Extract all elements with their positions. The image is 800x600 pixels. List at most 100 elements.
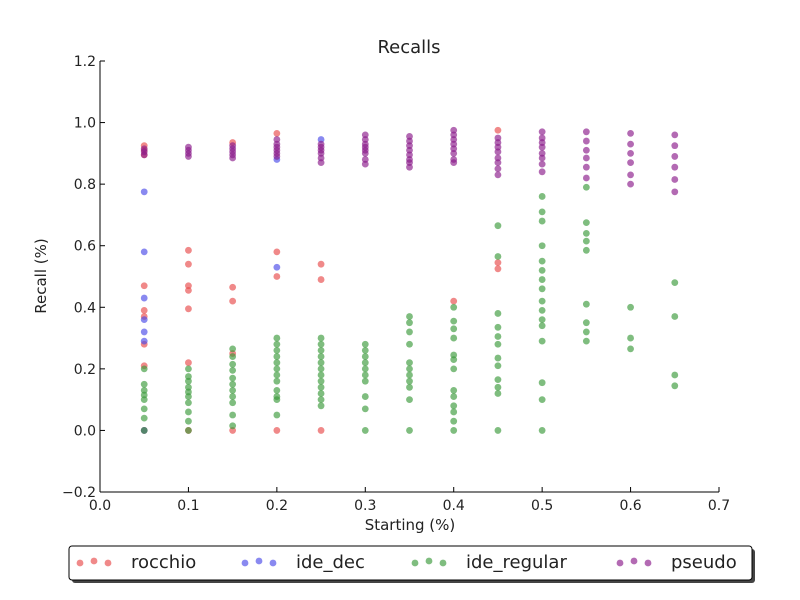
data-point (317, 377, 325, 385)
data-point (582, 163, 590, 171)
x-tick-label: 0.7 (708, 498, 730, 514)
legend-marker (616, 559, 624, 567)
data-point (317, 371, 325, 379)
data-point (317, 427, 325, 434)
data-point (582, 337, 590, 345)
data-point (185, 399, 192, 407)
data-point (317, 390, 325, 397)
data-point (538, 128, 546, 136)
data-point (538, 396, 546, 404)
legend-marker (411, 559, 419, 567)
data-point (627, 345, 634, 353)
legend: rocchio ide_dec ide_regular pseudo (68, 545, 755, 583)
data-point (494, 323, 502, 331)
data-points (140, 126, 679, 434)
data-point (406, 371, 413, 379)
data-point (494, 310, 502, 317)
y-tick-label: 0.2 (74, 362, 96, 378)
y-tick-label: 0.4 (74, 300, 96, 316)
data-point (317, 340, 325, 348)
data-point (671, 313, 679, 320)
data-point (406, 328, 413, 336)
data-point (538, 208, 546, 216)
data-point (582, 300, 590, 308)
data-point (361, 371, 369, 379)
data-point (185, 305, 192, 313)
data-point (538, 427, 546, 434)
data-point (317, 402, 325, 410)
data-point (538, 306, 546, 314)
x-tick-label: 0.4 (443, 498, 465, 514)
x-tick-label: 0.3 (354, 498, 376, 514)
data-point (538, 276, 546, 283)
data-point (450, 402, 458, 410)
data-point (627, 129, 634, 137)
x-tick-label: 0.2 (266, 498, 288, 514)
data-point (361, 160, 369, 168)
data-point (582, 237, 590, 245)
data-point (229, 374, 237, 382)
data-point (671, 142, 679, 150)
data-point (361, 365, 369, 373)
data-point (450, 393, 458, 400)
data-point (140, 414, 148, 422)
data-point (582, 154, 590, 162)
data-point (140, 328, 148, 336)
data-point (361, 427, 369, 434)
data-point (273, 377, 281, 385)
data-point (494, 376, 502, 384)
y-tick-label: 0.0 (74, 423, 96, 439)
data-point (140, 405, 148, 413)
data-point (229, 380, 237, 388)
data-point (538, 379, 546, 387)
y-tick-label: 0.6 (74, 239, 96, 255)
data-point (273, 273, 281, 280)
data-point (317, 365, 325, 373)
legend-marker (90, 557, 98, 565)
data-point (140, 316, 148, 323)
data-point (185, 246, 192, 254)
axes (99, 61, 719, 493)
legend-box (68, 545, 753, 581)
data-point (317, 159, 325, 166)
data-point (671, 279, 679, 287)
x-axis-label: Starting (%) (365, 516, 456, 534)
data-point (494, 354, 502, 362)
data-point (361, 405, 369, 413)
data-point (229, 360, 237, 368)
data-point (317, 276, 325, 283)
data-point (494, 265, 502, 273)
data-point (140, 282, 148, 290)
data-point (229, 399, 237, 407)
data-point (450, 334, 458, 342)
data-point (671, 382, 679, 390)
data-point (538, 143, 546, 151)
data-point (538, 257, 546, 265)
data-point (317, 346, 325, 354)
data-point (627, 140, 634, 148)
legend-label-ide-regular: ide_regular (466, 552, 567, 573)
data-point (671, 153, 679, 160)
data-point (229, 366, 237, 374)
data-point (582, 319, 590, 327)
data-point (538, 160, 546, 168)
data-point (582, 146, 590, 154)
legend-marker (644, 559, 652, 567)
data-point (450, 427, 458, 434)
legend-marker (439, 559, 447, 567)
data-point (273, 129, 281, 137)
data-point (185, 365, 192, 373)
data-point (273, 396, 281, 404)
data-point (361, 393, 369, 400)
data-point (406, 365, 413, 373)
data-point (273, 411, 281, 419)
data-point (140, 365, 148, 373)
series-pseudo (140, 126, 679, 196)
data-point (273, 340, 281, 348)
data-point (317, 359, 325, 367)
legend-marker (425, 557, 433, 565)
data-point (538, 297, 546, 305)
data-point (273, 153, 281, 160)
data-point (450, 325, 458, 333)
data-point (317, 353, 325, 360)
